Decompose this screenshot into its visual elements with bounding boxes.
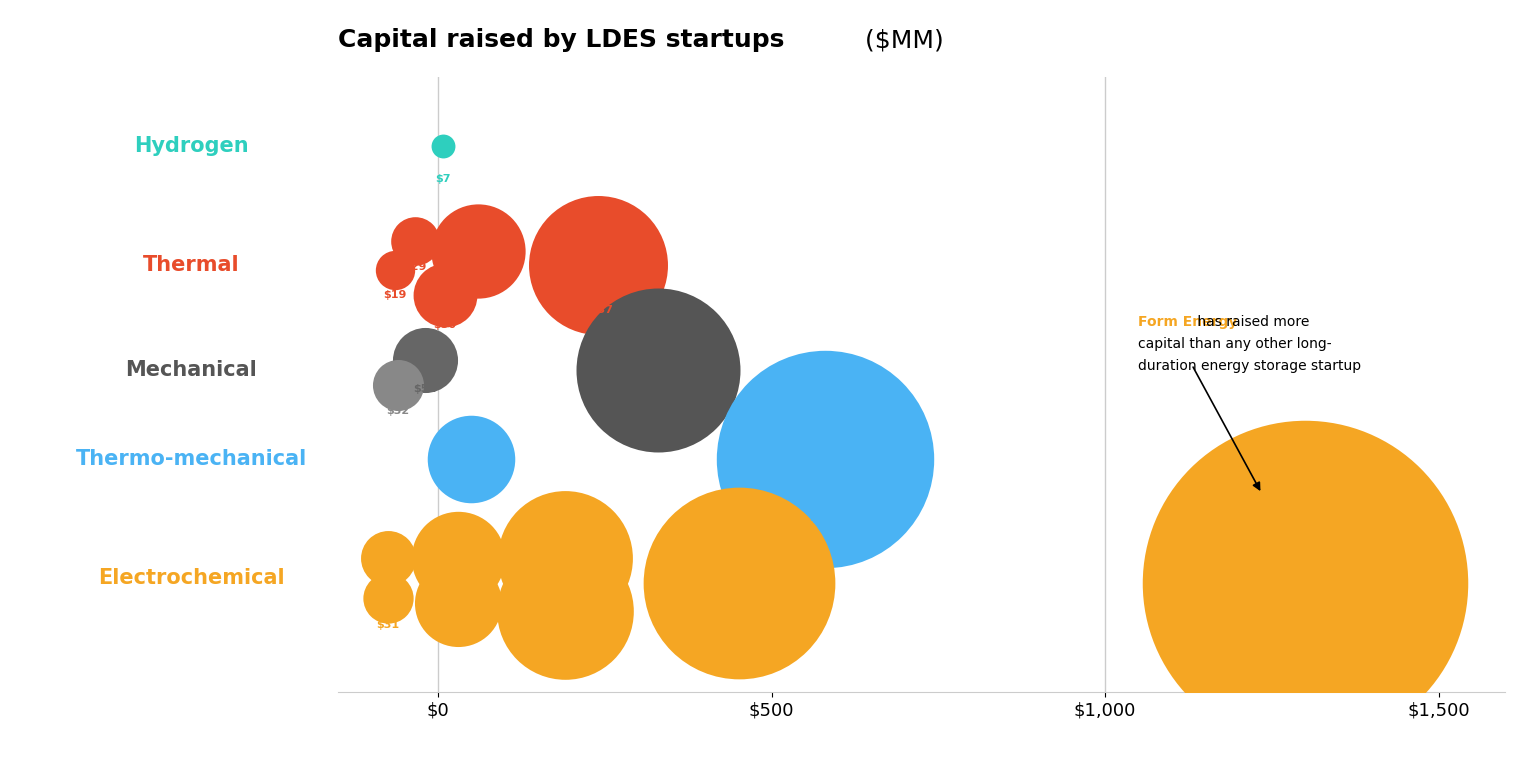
Text: $32: $32 (387, 406, 410, 416)
Point (376, 591, 401, 604)
Text: duration energy storage startup: duration energy storage startup (1138, 358, 1361, 373)
Point (465, 245, 490, 257)
Point (585, 259, 610, 271)
Point (376, 552, 401, 564)
Text: $19: $19 (382, 290, 407, 300)
Text: $107: $107 (442, 589, 473, 599)
Text: $330: $330 (642, 414, 673, 424)
Text: Thermal: Thermal (143, 255, 240, 275)
Point (432, 289, 456, 301)
Text: $93: $93 (447, 633, 470, 643)
Text: $37: $37 (376, 581, 399, 591)
Point (553, 604, 578, 617)
Text: capital than any other long-: capital than any other long- (1138, 337, 1332, 351)
Text: Capital raised by LDES startups: Capital raised by LDES startups (338, 28, 785, 52)
Point (445, 597, 470, 609)
Point (386, 378, 410, 391)
Point (459, 453, 484, 465)
Point (445, 552, 470, 564)
Point (645, 364, 670, 376)
Point (1293, 577, 1318, 589)
Text: $451: $451 (723, 631, 754, 641)
Text: $50: $50 (433, 320, 456, 330)
Text: $580: $580 (809, 514, 840, 524)
Text: $52: $52 (413, 384, 436, 394)
Text: $223: $223 (550, 596, 581, 606)
Text: Electrochemical: Electrochemical (98, 568, 284, 588)
Text: Form Energy: Form Energy (1138, 315, 1238, 329)
Point (382, 265, 407, 277)
Text: Mechanical: Mechanical (126, 360, 257, 380)
Text: $1,300: $1,300 (1284, 664, 1327, 674)
Text: $7: $7 (435, 174, 450, 184)
Text: has raised more: has raised more (1193, 315, 1310, 329)
Point (430, 140, 455, 152)
Text: $31: $31 (376, 620, 399, 630)
Point (727, 577, 751, 589)
Point (402, 235, 427, 247)
Point (813, 453, 837, 465)
Text: Thermo-mechanical: Thermo-mechanical (75, 449, 307, 469)
Text: ($MM): ($MM) (857, 28, 945, 52)
Point (412, 354, 436, 366)
Text: $237: $237 (582, 305, 613, 315)
Text: $229: $229 (550, 648, 581, 658)
Text: $29: $29 (402, 262, 427, 272)
Text: $94: $94 (459, 488, 484, 498)
Point (553, 552, 578, 564)
Text: $109: $109 (462, 282, 493, 292)
Text: Hydrogen: Hydrogen (134, 136, 249, 156)
